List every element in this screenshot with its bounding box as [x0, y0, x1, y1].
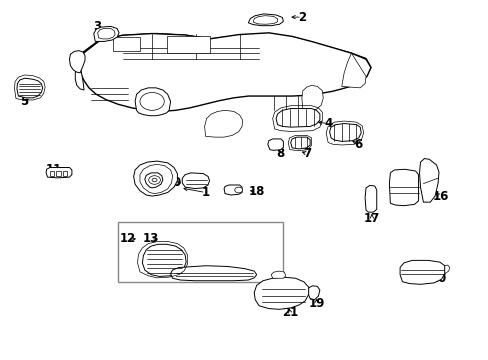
Polygon shape: [276, 109, 319, 127]
Text: 9: 9: [135, 176, 143, 189]
Text: 12: 12: [120, 233, 136, 246]
Text: 10: 10: [165, 176, 182, 189]
Polygon shape: [224, 185, 242, 195]
Text: 7: 7: [303, 148, 311, 161]
Polygon shape: [301, 85, 323, 111]
Circle shape: [234, 187, 242, 193]
Polygon shape: [69, 51, 85, 73]
Bar: [118, 222, 283, 282]
Polygon shape: [17, 78, 42, 98]
Polygon shape: [182, 173, 209, 189]
Polygon shape: [341, 53, 366, 88]
Text: 17: 17: [363, 212, 379, 225]
Polygon shape: [365, 185, 376, 212]
Text: 16: 16: [432, 190, 448, 203]
Polygon shape: [140, 164, 172, 194]
Text: 4: 4: [324, 117, 331, 130]
Text: 14: 14: [167, 257, 183, 270]
Polygon shape: [248, 14, 283, 26]
Polygon shape: [290, 137, 309, 149]
Bar: [166, 36, 210, 53]
Bar: [50, 171, 54, 176]
Polygon shape: [133, 161, 177, 196]
Text: 8: 8: [276, 148, 284, 161]
Text: 13: 13: [142, 233, 159, 246]
Text: 15: 15: [402, 190, 418, 203]
Circle shape: [152, 178, 157, 182]
Polygon shape: [399, 260, 444, 284]
Polygon shape: [307, 286, 319, 300]
Text: 5: 5: [20, 95, 28, 108]
Text: 6: 6: [354, 138, 362, 151]
Polygon shape: [144, 173, 163, 188]
Bar: [113, 37, 140, 51]
Text: 3: 3: [93, 20, 102, 33]
Text: 18: 18: [248, 185, 264, 198]
Polygon shape: [254, 277, 308, 309]
Polygon shape: [444, 265, 449, 274]
Polygon shape: [79, 33, 370, 104]
Bar: [56, 171, 61, 176]
Polygon shape: [46, 167, 72, 178]
Polygon shape: [388, 169, 418, 206]
Circle shape: [148, 176, 160, 184]
Polygon shape: [80, 33, 370, 111]
Text: 11: 11: [46, 163, 62, 176]
Bar: [62, 171, 67, 176]
Polygon shape: [419, 158, 438, 202]
Polygon shape: [98, 28, 115, 39]
Text: 20: 20: [429, 272, 445, 285]
Polygon shape: [142, 244, 186, 276]
Polygon shape: [135, 88, 170, 116]
Polygon shape: [271, 271, 285, 278]
Polygon shape: [204, 111, 242, 137]
Polygon shape: [170, 266, 256, 281]
Polygon shape: [75, 66, 84, 90]
Polygon shape: [94, 26, 119, 41]
Circle shape: [140, 93, 164, 111]
Polygon shape: [267, 139, 283, 150]
Polygon shape: [253, 16, 277, 24]
Text: 21: 21: [282, 306, 298, 319]
Text: 1: 1: [201, 186, 209, 199]
Polygon shape: [329, 123, 361, 141]
Text: 2: 2: [297, 10, 305, 24]
Text: 19: 19: [307, 297, 324, 310]
